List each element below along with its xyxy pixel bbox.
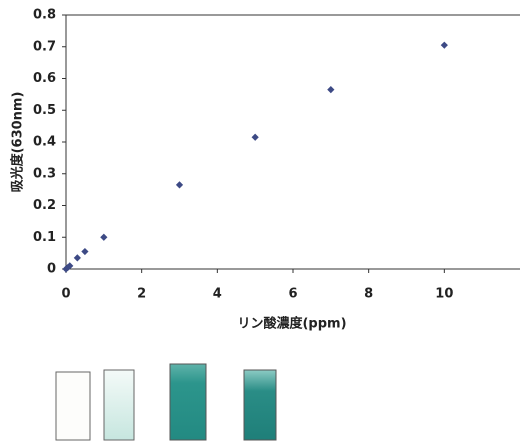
y-tick-label: 0.5 — [33, 103, 56, 118]
x-tick-label: 6 — [288, 287, 297, 302]
x-tick-label: 0 — [61, 287, 70, 302]
y-tick-label: 0.4 — [33, 135, 56, 150]
point — [176, 181, 183, 188]
strip — [104, 370, 134, 440]
y-axis-label: 吸光度(630nm) — [10, 92, 26, 193]
strip — [170, 364, 206, 440]
point — [441, 42, 448, 49]
y-tick-label: 0.2 — [33, 198, 56, 213]
x-axis-label: リン酸濃度(ppm) — [237, 316, 346, 332]
x-tick-label: 2 — [137, 287, 146, 302]
y-tick-label: 0.6 — [33, 71, 56, 86]
chart: 吸光度(630nm) リン酸濃度(ppm) 0 0.1 0.2 0.3 0.4 0.5 0.… — [0, 0, 520, 445]
strip — [56, 372, 90, 440]
y-tick-label: 0.7 — [33, 39, 56, 54]
x-tick-label: 10 — [435, 287, 453, 302]
point — [74, 254, 81, 261]
point — [327, 86, 334, 93]
y-tick-label: 0.3 — [33, 166, 56, 181]
x-tick-label: 4 — [213, 287, 222, 302]
point — [81, 248, 88, 255]
y-tick-label: 0 — [47, 262, 56, 277]
test-strips — [56, 364, 276, 440]
point — [100, 234, 107, 241]
strip — [244, 370, 276, 440]
point — [252, 134, 259, 141]
x-tick-label: 8 — [364, 287, 373, 302]
y-tick-label: 0.8 — [33, 8, 56, 23]
y-tick-label: 0.1 — [33, 230, 56, 245]
